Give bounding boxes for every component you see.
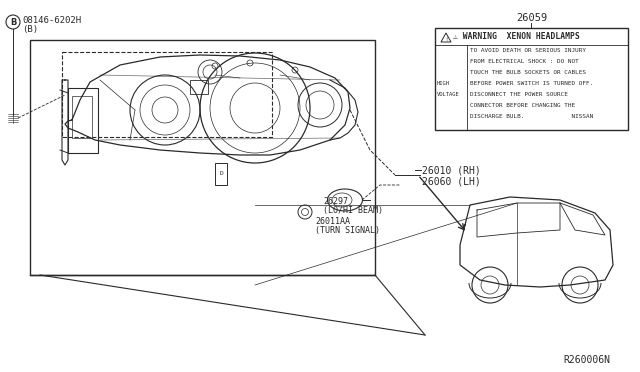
- Bar: [72, 96, 92, 138]
- Bar: [30, 40, 375, 275]
- Text: (B): (B): [22, 25, 38, 33]
- Text: 26297: 26297: [323, 196, 348, 205]
- Text: B: B: [10, 17, 16, 26]
- Text: (TURN SIGNAL): (TURN SIGNAL): [315, 225, 380, 234]
- Text: 26011AA: 26011AA: [315, 217, 350, 225]
- Bar: [190, 80, 208, 94]
- Text: DISCONNECT THE POWER SOURCE: DISCONNECT THE POWER SOURCE: [470, 92, 568, 97]
- Text: 26059: 26059: [516, 13, 547, 23]
- Text: 26060 (LH): 26060 (LH): [422, 176, 481, 186]
- Text: VOLTAGE: VOLTAGE: [437, 92, 460, 97]
- Text: D: D: [219, 170, 223, 176]
- Text: R260006N: R260006N: [563, 355, 610, 365]
- Text: BEFORE POWER SWITCH IS TURNED OFF.: BEFORE POWER SWITCH IS TURNED OFF.: [470, 81, 593, 86]
- Text: CONNECTOR BEFORE CHANGING THE: CONNECTOR BEFORE CHANGING THE: [470, 103, 575, 108]
- Bar: [62, 52, 272, 137]
- Text: HIGH: HIGH: [437, 81, 450, 86]
- Text: TOUCH THE BULB SOCKETS OR CABLES: TOUCH THE BULB SOCKETS OR CABLES: [470, 70, 586, 75]
- Text: DISCHARGE BULB.             NISSAN: DISCHARGE BULB. NISSAN: [470, 113, 593, 119]
- Text: (LO/HI BEAM): (LO/HI BEAM): [323, 205, 383, 215]
- Bar: [215, 163, 227, 185]
- Text: 26010 (RH): 26010 (RH): [422, 165, 481, 175]
- Text: TO AVOID DEATH OR SERIOUS INJURY: TO AVOID DEATH OR SERIOUS INJURY: [470, 48, 586, 53]
- Text: FROM ELECTRICAL SHOCK : DO NOT: FROM ELECTRICAL SHOCK : DO NOT: [470, 59, 579, 64]
- Bar: [68, 88, 98, 153]
- Bar: [435, 28, 628, 130]
- Text: 08146-6202H: 08146-6202H: [22, 16, 81, 25]
- Text: ⚠ WARNING  XENON HEADLAMPS: ⚠ WARNING XENON HEADLAMPS: [453, 32, 580, 41]
- Text: !: !: [445, 36, 447, 42]
